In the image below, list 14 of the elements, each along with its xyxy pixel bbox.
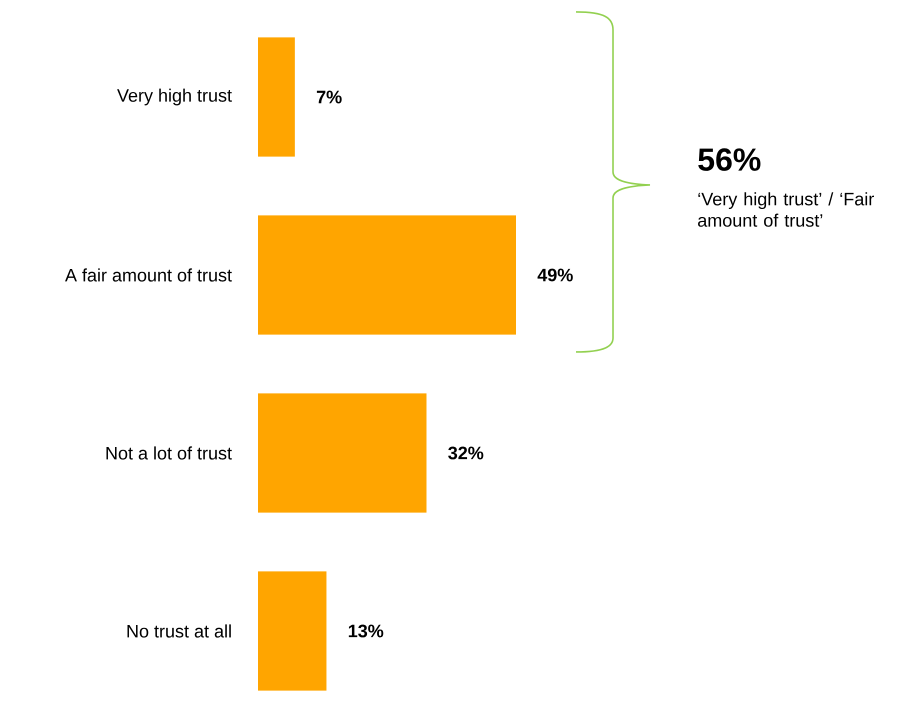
bar xyxy=(258,215,516,335)
y-tick-label: A fair amount of trust xyxy=(65,268,232,282)
bar xyxy=(258,37,295,157)
data-label: 7% xyxy=(316,90,342,104)
y-tick-label: No trust at all xyxy=(127,624,231,638)
bar xyxy=(258,571,326,691)
data-label: 49% xyxy=(538,268,573,282)
bar xyxy=(258,393,426,513)
y-tick-label: Very high trust xyxy=(117,88,232,106)
text: ‘Very high trust’ / ‘Fair amount of trust’ xyxy=(698,192,874,227)
data-label: 13% xyxy=(348,624,384,638)
y-tick-label: Not a lot of trust xyxy=(106,446,232,460)
text: 56% xyxy=(698,148,760,171)
data-label: 32% xyxy=(448,446,484,460)
